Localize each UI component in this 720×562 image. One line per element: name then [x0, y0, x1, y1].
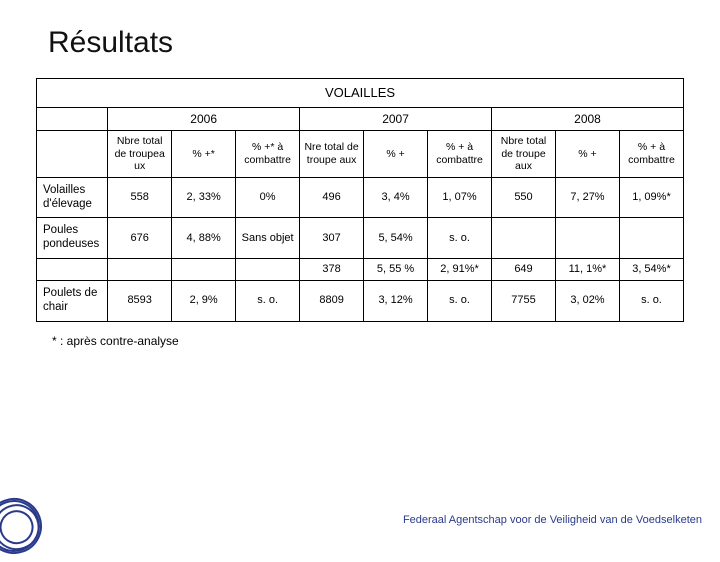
colh-2007-2: % + à combattre — [428, 130, 492, 177]
cell — [236, 258, 300, 280]
colh-2008-2: % + à combattre — [619, 130, 683, 177]
table-row: 378 5, 55 % 2, 91%* 649 11, 1%* 3, 54%* — [37, 258, 684, 280]
results-table: VOLAILLES 2006 2007 2008 Nbre total de t… — [36, 78, 684, 322]
cell: s. o. — [236, 281, 300, 322]
page-title: Résultats — [0, 0, 720, 60]
cell: 7, 27% — [555, 177, 619, 218]
agency-badge-icon — [0, 490, 50, 562]
cell: 3, 4% — [364, 177, 428, 218]
year-2006: 2006 — [108, 107, 300, 130]
cell: 11, 1%* — [555, 258, 619, 280]
year-2008: 2008 — [492, 107, 684, 130]
cell: 3, 12% — [364, 281, 428, 322]
table-corner-blank — [37, 107, 108, 130]
row-label: Volailles d'élevage — [37, 177, 108, 218]
cell: 2, 91%* — [428, 258, 492, 280]
results-table-wrap: VOLAILLES 2006 2007 2008 Nbre total de t… — [36, 78, 684, 322]
cell: 3, 54%* — [619, 258, 683, 280]
cell: 1, 09%* — [619, 177, 683, 218]
cell — [172, 258, 236, 280]
row-label — [37, 258, 108, 280]
cell: 378 — [300, 258, 364, 280]
colh-2006-2: % +* à combattre — [236, 130, 300, 177]
cell: 3, 02% — [555, 281, 619, 322]
row-label: Poules pondeuses — [37, 218, 108, 259]
cell: 649 — [492, 258, 556, 280]
cell: 676 — [108, 218, 172, 259]
cell: 7755 — [492, 281, 556, 322]
colh-2007-1: % + — [364, 130, 428, 177]
footnote: * : après contre-analyse — [0, 322, 720, 348]
row-label: Poulets de chair — [37, 281, 108, 322]
cell: 307 — [300, 218, 364, 259]
colh-2007-0: Nre total de troupe aux — [300, 130, 364, 177]
footer-agency: Federaal Agentschap voor de Veiligheid v… — [403, 514, 702, 526]
cell — [108, 258, 172, 280]
cell: s. o. — [428, 218, 492, 259]
cell — [555, 218, 619, 259]
cell: 496 — [300, 177, 364, 218]
colh-2008-1: % + — [555, 130, 619, 177]
cell: 4, 88% — [172, 218, 236, 259]
cell: s. o. — [619, 281, 683, 322]
cell — [492, 218, 556, 259]
table-main-header: VOLAILLES — [37, 79, 684, 108]
colh-2006-0: Nbre total de troupea ux — [108, 130, 172, 177]
cell: 5, 55 % — [364, 258, 428, 280]
cell: 2, 9% — [172, 281, 236, 322]
colh-rowlabel — [37, 130, 108, 177]
year-2007: 2007 — [300, 107, 492, 130]
cell: 8809 — [300, 281, 364, 322]
cell: Sans objet — [236, 218, 300, 259]
cell: 2, 33% — [172, 177, 236, 218]
table-row: Poulets de chair 8593 2, 9% s. o. 8809 3… — [37, 281, 684, 322]
cell: s. o. — [428, 281, 492, 322]
cell: 5, 54% — [364, 218, 428, 259]
cell: 550 — [492, 177, 556, 218]
table-row: Volailles d'élevage 558 2, 33% 0% 496 3,… — [37, 177, 684, 218]
cell: 0% — [236, 177, 300, 218]
cell: 558 — [108, 177, 172, 218]
cell: 8593 — [108, 281, 172, 322]
colh-2006-1: % +* — [172, 130, 236, 177]
colh-2008-0: Nbre total de troupe aux — [492, 130, 556, 177]
cell — [619, 218, 683, 259]
cell: 1, 07% — [428, 177, 492, 218]
table-row: Poules pondeuses 676 4, 88% Sans objet 3… — [37, 218, 684, 259]
